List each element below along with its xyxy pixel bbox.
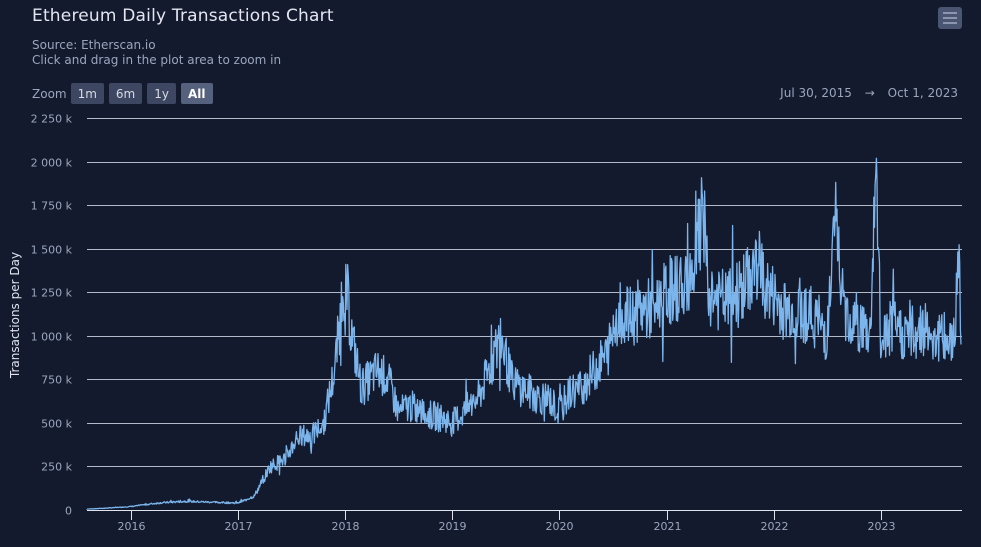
- x-tick-label: 2018: [332, 520, 360, 533]
- x-tick-label: 2021: [654, 520, 682, 533]
- transactions-line: [86, 157, 962, 510]
- zoom-1m-button[interactable]: 1m: [70, 83, 104, 104]
- y-tick-label: 2 000 k: [31, 157, 73, 170]
- y-tick-label: 750 k: [41, 374, 72, 387]
- x-tick-label: 2023: [868, 520, 896, 533]
- y-tick-label: 0: [65, 505, 72, 518]
- x-tick-label: 2019: [439, 520, 467, 533]
- chart-menu-button[interactable]: [938, 7, 962, 29]
- y-tick-label: 250 k: [41, 461, 72, 474]
- x-tick-label: 2016: [118, 520, 146, 533]
- x-tick-label: 2017: [225, 520, 253, 533]
- date-range-display: Jul 30, 2015 → Oct 1, 2023: [780, 86, 958, 100]
- hamburger-line: [943, 22, 957, 24]
- y-axis-labels: 0 250 k 500 k 750 k 1 000 k 1 250 k 1 500 k 1 7…: [31, 113, 73, 518]
- y-tick-label: 1 000 k: [31, 331, 73, 344]
- y-tick-label: 500 k: [41, 418, 72, 431]
- x-tick-label: 2020: [546, 520, 574, 533]
- zoom-1y-button[interactable]: 1y: [147, 83, 176, 104]
- x-axis: 2016 2017 2018 2019 2020 2021 2022 2023: [87, 510, 962, 533]
- range-from[interactable]: Jul 30, 2015: [780, 86, 852, 100]
- range-arrow-icon: →: [864, 86, 875, 100]
- chart-subtitle: Source: Etherscan.io Click and drag in t…: [32, 38, 281, 68]
- range-to[interactable]: Oct 1, 2023: [887, 86, 958, 100]
- y-tick-label: 2 250 k: [31, 113, 73, 126]
- x-tick-label: 2022: [761, 520, 789, 533]
- y-tick-label: 1 250 k: [31, 287, 73, 300]
- zoom-all-button[interactable]: All: [181, 83, 213, 104]
- source-text: Source: Etherscan.io: [32, 38, 156, 52]
- hamburger-line: [943, 17, 957, 19]
- hamburger-menu-icon: [943, 12, 957, 14]
- y-tick-label: 1 750 k: [31, 200, 73, 213]
- y-tick-label: 1 500 k: [31, 244, 73, 257]
- chart-title: Ethereum Daily Transactions Chart: [32, 6, 334, 26]
- zoom-label: Zoom: [32, 86, 67, 101]
- zoom-6m-button[interactable]: 6m: [108, 83, 143, 104]
- zoom-hint-text: Click and drag in the plot area to zoom …: [32, 53, 282, 67]
- range-selector: Zoom 1m 6m 1y All: [32, 83, 218, 104]
